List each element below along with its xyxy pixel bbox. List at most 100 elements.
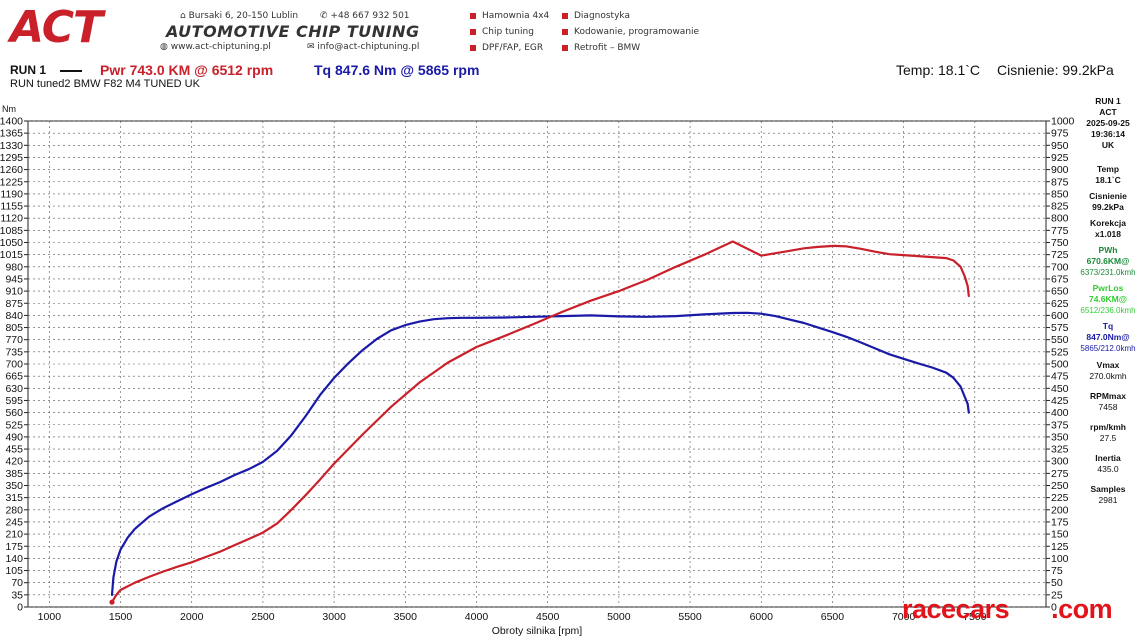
power-peak-text: Pwr 743.0 KM @ 6512 rpm	[100, 62, 274, 78]
right-tick-label: 200	[1051, 504, 1069, 516]
series-line-tq	[110, 311, 970, 596]
x-tick-label: 1500	[109, 611, 133, 623]
website-line[interactable]: ◍ www.act-chiptuning.pl	[160, 42, 271, 52]
right-tick-label: 675	[1051, 273, 1069, 285]
x-tick-label: 7500	[963, 611, 987, 623]
right-tick-label: 775	[1051, 225, 1069, 237]
x-tick-label: 2000	[180, 611, 204, 623]
left-tick-label: 350	[5, 480, 23, 492]
right-tick-label: 0	[1051, 602, 1057, 614]
left-tick-label: 980	[5, 261, 23, 273]
header: ACT AUTOMOTIVE CHIP TUNING ⌂ Bursaki 6, …	[0, 0, 1140, 58]
left-tick-label: 560	[5, 407, 23, 419]
service-item: Diagnostyka	[562, 11, 630, 21]
right-tick-label: 750	[1051, 237, 1069, 249]
x-tick-label: 6000	[750, 611, 774, 623]
side-samples-label: Samples	[1090, 484, 1126, 494]
x-tick-label: 3000	[322, 611, 346, 623]
left-tick-label: 245	[5, 516, 23, 528]
info-sidebar: RUN 1 ACT 2025-09-25 19:36:14 UK Temp 18…	[1078, 96, 1138, 506]
left-tick-label: 210	[5, 529, 23, 541]
side-inertia-label: Inertia	[1095, 453, 1121, 463]
right-tick-label: 700	[1051, 261, 1069, 273]
left-tick-label: 455	[5, 444, 23, 456]
right-tick-label: 725	[1051, 249, 1069, 261]
left-tick-label: 700	[5, 359, 23, 371]
bullet-icon	[470, 12, 476, 19]
service-item: Kodowanie, programowanie	[562, 27, 699, 37]
left-tick-label: 280	[5, 504, 23, 516]
left-tick-label: 490	[5, 431, 23, 443]
x-tick-label: 5000	[607, 611, 631, 623]
left-tick-label: 1330	[0, 140, 23, 152]
right-tick-label: 375	[1051, 419, 1069, 431]
side-rpmkmh-label: rpm/kmh	[1090, 422, 1126, 432]
side-pwh-sub: 6373/231.0kmh	[1080, 268, 1136, 277]
left-tick-label: 70	[11, 577, 23, 589]
left-tick-label: 945	[5, 273, 23, 285]
right-tick-label: 900	[1051, 164, 1069, 176]
side-correction-value: x1.018	[1095, 229, 1121, 239]
left-tick-label: 1295	[0, 152, 23, 164]
side-pwh-label: PWh	[1098, 245, 1118, 255]
side-time: 19:36:14	[1090, 129, 1126, 139]
y-axis-unit: Nm	[2, 104, 16, 114]
right-tick-label: 600	[1051, 310, 1069, 322]
left-tick-label: 525	[5, 419, 23, 431]
left-tick-label: 1365	[0, 128, 23, 140]
right-tick-label: 225	[1051, 492, 1069, 504]
side-pwh-value: 670.6KM@	[1086, 256, 1130, 266]
side-date: 2025-09-25	[1086, 118, 1130, 128]
x-tick-label: 2500	[251, 611, 275, 623]
right-tick-label: 875	[1051, 176, 1069, 188]
side-temp-value: 18.1`C	[1095, 175, 1121, 185]
brand-logo: ACT	[10, 2, 103, 53]
right-tick-label: 950	[1051, 140, 1069, 152]
right-tick-label: 825	[1051, 201, 1069, 213]
left-tick-label: 420	[5, 456, 23, 468]
side-rpmmax-label: RPMmax	[1090, 391, 1126, 401]
left-tick-label: 1015	[0, 249, 23, 261]
right-tick-label: 75	[1051, 565, 1063, 577]
location-icon: ⌂	[180, 11, 186, 21]
left-tick-label: 1085	[0, 225, 23, 237]
right-tick-label: 100	[1051, 553, 1069, 565]
right-tick-label: 300	[1051, 456, 1069, 468]
side-tq-value: 847.0Nm@	[1086, 332, 1130, 342]
x-tick-label: 3500	[394, 611, 418, 623]
side-tq-label: Tq	[1102, 321, 1114, 331]
dyno-chart: 0357010514017521024528031535038542045549…	[0, 116, 1075, 638]
left-tick-label: 1050	[0, 237, 23, 249]
side-temp-label: Temp	[1096, 164, 1120, 174]
phone-line: ✆ +48 667 932 501	[320, 11, 410, 21]
x-tick-label: 4000	[465, 611, 489, 623]
phone-icon: ✆	[320, 11, 328, 21]
left-tick-label: 840	[5, 310, 23, 322]
left-tick-label: 0	[17, 602, 23, 614]
temperature-text: Temp: 18.1`C	[896, 62, 981, 78]
right-tick-label: 650	[1051, 286, 1069, 298]
left-tick-label: 665	[5, 371, 23, 383]
left-tick-label: 175	[5, 541, 23, 553]
side-pressure-value: 99.2kPa	[1092, 202, 1124, 212]
right-tick-label: 850	[1051, 188, 1069, 200]
left-tick-label: 1120	[0, 213, 23, 225]
service-item: Hamownia 4x4	[470, 11, 549, 21]
side-vmax-value: 270.0kmh	[1089, 371, 1127, 381]
bullet-icon	[470, 28, 476, 35]
right-tick-label: 275	[1051, 468, 1069, 480]
torque-peak-text: Tq 847.6 Nm @ 5865 rpm	[314, 62, 480, 78]
bullet-icon	[562, 12, 568, 19]
side-samples-value: 2981	[1098, 495, 1118, 505]
right-tick-label: 625	[1051, 298, 1069, 310]
email-line[interactable]: ✉ info@act-chiptuning.pl	[307, 42, 420, 52]
right-tick-label: 475	[1051, 371, 1069, 383]
right-tick-label: 800	[1051, 213, 1069, 225]
right-tick-label: 925	[1051, 152, 1069, 164]
side-pwrlos-value: 74.6KM@	[1088, 294, 1128, 304]
left-tick-label: 805	[5, 322, 23, 334]
address-line: ⌂ Bursaki 6, 20-150 Lublin	[180, 11, 299, 21]
x-tick-label: 1000	[38, 611, 62, 623]
side-tq-sub: 5865/212.0kmh	[1080, 344, 1136, 353]
x-tick-label: 5500	[678, 611, 702, 623]
